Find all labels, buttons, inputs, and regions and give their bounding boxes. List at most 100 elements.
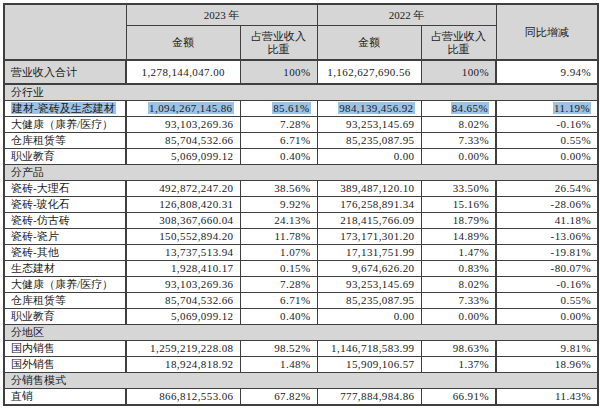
cell-amount-2023: 126,808,420.31 [126, 197, 240, 213]
cell-yoy: -0.16% [496, 277, 598, 293]
section-row: 分产品 [4, 165, 598, 181]
cell-share-2023: 11.78% [240, 229, 317, 245]
cell-yoy: 18.96% [496, 357, 598, 373]
header-amount-2023: 金额 [126, 26, 240, 61]
row-label: 瓷砖-仿古砖 [4, 213, 126, 229]
cell-yoy: 11.19% [496, 101, 598, 117]
table-row: 大健康（康养/医疗）93,103,269.367.28%93,253,145.6… [4, 277, 598, 293]
cell-amount-2022: 176,258,891.34 [317, 197, 421, 213]
selected-text: 1,094,267,145.86 [148, 102, 233, 114]
cell-yoy: 26.54% [496, 181, 598, 197]
cell-share-2022: 0.00% [421, 149, 496, 165]
cell-share-2022: 0.83% [421, 261, 496, 277]
section-label: 分销售模式 [4, 373, 598, 389]
row-label: 职业教育 [4, 309, 126, 325]
row-label: 瓷砖-瓷片 [4, 229, 126, 245]
cell-share-2023: 38.56% [240, 181, 317, 197]
table-row: 仓库租赁等85,704,532.666.71%85,235,087.957.33… [4, 133, 598, 149]
row-label: 瓷砖-玻化石 [4, 197, 126, 213]
row-label: 生态建材 [4, 261, 126, 277]
row-label: 瓷砖-其他 [4, 245, 126, 261]
cell-share-2022: 84.65% [421, 101, 496, 117]
cell-share-2023: 7.28% [240, 117, 317, 133]
financial-table: 2023 年 2022 年 同比增减 金额 占营业收入比重 金额 占营业收入比重… [3, 3, 599, 406]
cell-yoy: 0.00% [496, 149, 598, 165]
total-row: 营业收入合计 1,278,144,047.00 100% 1,162,627,6… [4, 60, 598, 84]
cell-amount-2023: 150,552,894.20 [126, 229, 240, 245]
cell-amount-2023: 85,704,532.66 [126, 133, 240, 149]
cell-yoy: -80.07% [496, 261, 598, 277]
cell-amount-2023: 18,924,818.92 [126, 357, 240, 373]
cell-amount-2022: 0.00 [317, 309, 421, 325]
header-amount-2022: 金额 [317, 26, 421, 61]
cell-share-2022: 18.79% [421, 213, 496, 229]
table-row: 瓷砖-其他13,737,513.941.07%17,131,751.991.47… [4, 245, 598, 261]
table-row: 瓷砖-玻化石126,808,420.319.92%176,258,891.341… [4, 197, 598, 213]
row-label: 大健康（康养/医疗） [4, 277, 126, 293]
table-row: 生态建材1,928,410.170.15%9,674,626.200.83%-8… [4, 261, 598, 277]
section-row: 分行业 [4, 84, 598, 101]
cell-share-2023: 0.15% [240, 261, 317, 277]
cell-amount-2023: 1,928,410.17 [126, 261, 240, 277]
cell-amount-2023: 5,069,099.12 [126, 309, 240, 325]
cell-share-2023: 0.40% [240, 149, 317, 165]
cell-yoy: 9.94% [496, 60, 598, 84]
section-label: 分行业 [4, 84, 598, 101]
selected-text: 84.65% [451, 102, 489, 114]
cell-amount-2023: 1,094,267,145.86 [126, 101, 240, 117]
cell-share-2022: 7.33% [421, 133, 496, 149]
row-label: 营业收入合计 [4, 60, 126, 84]
cell-yoy: 9.81% [496, 341, 598, 357]
header-share-2023: 占营业收入比重 [240, 26, 317, 61]
cell-amount-2023: 866,812,553.06 [126, 389, 240, 406]
cell-share-2022: 8.02% [421, 277, 496, 293]
cell-amount-2023: 1,278,144,047.00 [126, 60, 240, 84]
cell-amount-2023: 1,259,219,228.08 [126, 341, 240, 357]
section-label: 分产品 [4, 165, 598, 181]
cell-share-2022: 66.91% [421, 389, 496, 406]
table-row: 国外销售18,924,818.921.48%15,909,106.571.37%… [4, 357, 598, 373]
header-share-2022: 占营业收入比重 [421, 26, 496, 61]
cell-amount-2023: 93,103,269.36 [126, 117, 240, 133]
header-blank-cell [4, 4, 126, 60]
cell-share-2023: 24.13% [240, 213, 317, 229]
table-header: 2023 年 2022 年 同比增减 金额 占营业收入比重 金额 占营业收入比重 [4, 4, 598, 60]
table-row: 瓷砖-瓷片150,552,894.2011.78%173,171,301.201… [4, 229, 598, 245]
header-yoy: 同比增减 [496, 4, 598, 60]
row-label: 国外销售 [4, 357, 126, 373]
table-row: 职业教育5,069,099.120.40%0.000.00%0.00% [4, 309, 598, 325]
cell-amount-2022: 85,235,087.95 [317, 133, 421, 149]
row-label: 国内销售 [4, 341, 126, 357]
cell-yoy: 41.18% [496, 213, 598, 229]
cell-share-2023: 6.71% [240, 133, 317, 149]
cell-share-2022: 1.37% [421, 357, 496, 373]
cell-share-2022: 100% [421, 60, 496, 84]
cell-share-2022: 15.16% [421, 197, 496, 213]
row-label: 仓库租赁等 [4, 133, 126, 149]
cell-amount-2022: 777,884,984.86 [317, 389, 421, 406]
table-body: 营业收入合计 1,278,144,047.00 100% 1,162,627,6… [4, 60, 598, 405]
cell-share-2022: 33.50% [421, 181, 496, 197]
cell-amount-2022: 984,139,456.92 [317, 101, 421, 117]
table-row: 职业教育5,069,099.120.40%0.000.00%0.00% [4, 149, 598, 165]
cell-amount-2023: 5,069,099.12 [126, 149, 240, 165]
cell-amount-2022: 218,415,766.09 [317, 213, 421, 229]
cell-amount-2022: 1,162,627,690.56 [317, 60, 421, 84]
row-label: 大健康（康养/医疗） [4, 117, 126, 133]
cell-amount-2023: 85,704,532.66 [126, 293, 240, 309]
cell-amount-2022: 389,487,120.10 [317, 181, 421, 197]
cell-yoy: -19.81% [496, 245, 598, 261]
cell-yoy: 0.55% [496, 293, 598, 309]
header-year-2023: 2023 年 [126, 4, 317, 26]
cell-amount-2022: 1,146,718,583.99 [317, 341, 421, 357]
cell-amount-2023: 93,103,269.36 [126, 277, 240, 293]
cell-amount-2023: 13,737,513.94 [126, 245, 240, 261]
table-row: 大健康（康养/医疗）93,103,269.367.28%93,253,145.6… [4, 117, 598, 133]
cell-yoy: 0.55% [496, 133, 598, 149]
cell-share-2023: 100% [240, 60, 317, 84]
cell-share-2023: 1.07% [240, 245, 317, 261]
table-row: 建材-瓷砖及生态建材1,094,267,145.8685.61%984,139,… [4, 101, 598, 117]
cell-yoy: -13.06% [496, 229, 598, 245]
section-label: 分地区 [4, 325, 598, 341]
table-row: 仓库租赁等85,704,532.666.71%85,235,087.957.33… [4, 293, 598, 309]
